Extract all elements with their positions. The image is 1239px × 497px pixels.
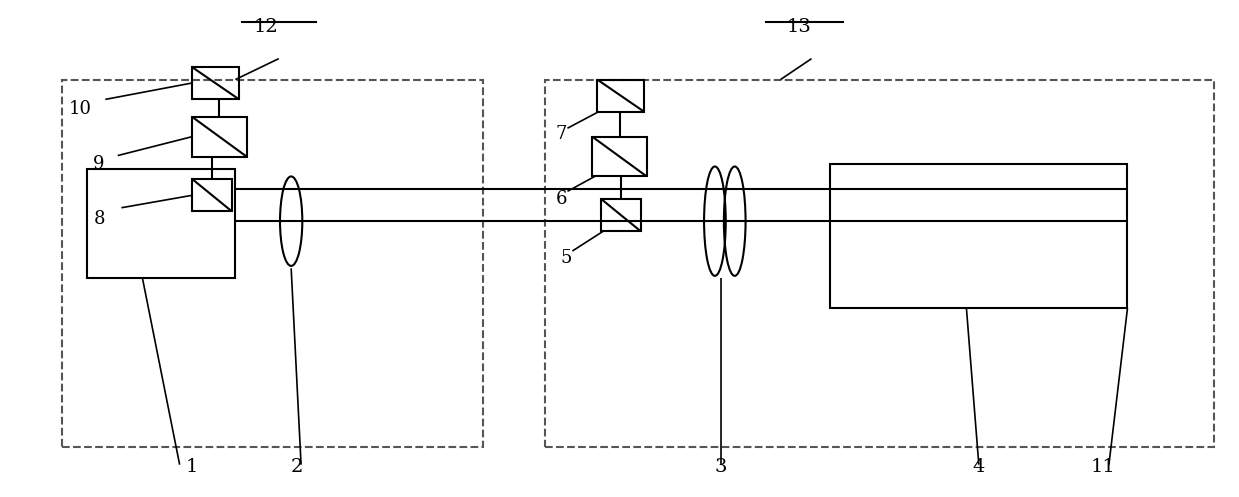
Bar	[192, 179, 232, 211]
Text: 12: 12	[254, 18, 279, 36]
Text: 8: 8	[93, 210, 105, 228]
Bar	[192, 67, 239, 99]
Text: 5: 5	[560, 249, 572, 267]
Bar	[601, 199, 641, 231]
Bar	[592, 137, 647, 176]
Text: 3: 3	[715, 458, 727, 476]
Text: 10: 10	[69, 100, 92, 118]
Bar	[545, 80, 1214, 447]
Bar	[597, 80, 644, 112]
Text: 11: 11	[1090, 458, 1115, 476]
Text: 7: 7	[555, 125, 567, 143]
Text: 4: 4	[973, 458, 985, 476]
Text: 9: 9	[93, 155, 105, 173]
Bar	[830, 164, 1127, 308]
Text: 2: 2	[291, 458, 304, 476]
Bar	[87, 169, 235, 278]
Bar	[62, 80, 483, 447]
Text: 13: 13	[787, 18, 812, 36]
Text: 6: 6	[555, 190, 567, 208]
Bar	[192, 117, 247, 157]
Text: 1: 1	[186, 458, 198, 476]
